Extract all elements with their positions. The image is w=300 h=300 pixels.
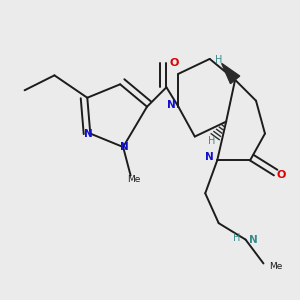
Text: Me: Me (269, 262, 282, 271)
Polygon shape (222, 63, 240, 84)
Text: N: N (205, 152, 214, 163)
Text: N: N (249, 235, 257, 244)
Text: O: O (277, 170, 286, 180)
Text: Me: Me (127, 176, 140, 184)
Text: H: H (215, 56, 222, 65)
Text: N: N (84, 129, 93, 139)
Text: H: H (208, 136, 215, 146)
Text: H: H (233, 233, 240, 243)
Text: N: N (120, 142, 129, 152)
Text: O: O (169, 58, 178, 68)
Text: N: N (167, 100, 175, 110)
